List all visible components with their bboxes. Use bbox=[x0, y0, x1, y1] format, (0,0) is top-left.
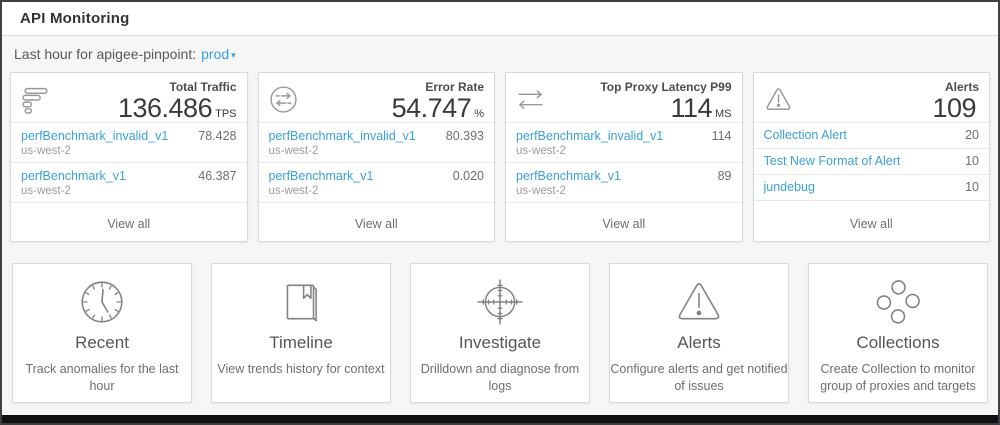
stat-title: Alerts bbox=[944, 80, 979, 94]
stat-value-line: 136.486 TPS bbox=[118, 95, 237, 122]
row-region: us-west-2 bbox=[516, 145, 566, 157]
stat-card-error-rate: Error Rate 54.747 % perfBenchmark_invali… bbox=[257, 72, 495, 242]
stat-rows: perfBenchmark_invalid_v1 78.428 us-west-… bbox=[11, 123, 247, 203]
stat-value-line: 114 MS bbox=[600, 95, 731, 122]
alert-link[interactable]: Collection Alert bbox=[763, 128, 847, 142]
stat-card-header: Alerts 109 bbox=[753, 73, 989, 123]
nav-card-title: Timeline bbox=[269, 333, 333, 352]
latency-arrows-icon bbox=[516, 85, 545, 114]
nav-card-title: Investigate bbox=[458, 333, 542, 352]
stat-row: perfBenchmark_v1 0.020 us-west-2 bbox=[258, 163, 494, 203]
nav-card-title: Alerts bbox=[677, 333, 721, 352]
stat-rows: perfBenchmark_invalid_v1 114 us-west-2 p… bbox=[506, 123, 742, 203]
stat-rows: Collection Alert 20 Test New Format of A… bbox=[753, 123, 989, 201]
book-icon bbox=[276, 277, 326, 327]
clock-icon bbox=[77, 277, 127, 327]
stat-title: Error Rate bbox=[425, 80, 484, 94]
stat-row: perfBenchmark_v1 89 us-west-2 bbox=[506, 163, 742, 203]
view-all-link[interactable]: View all bbox=[354, 217, 398, 231]
nav-card-title: Collections bbox=[856, 333, 940, 352]
proxy-link[interactable]: perfBenchmark_v1 bbox=[516, 169, 621, 183]
stats-row: Total Traffic 136.486 TPS perfBenchmark_… bbox=[2, 72, 998, 242]
proxy-link[interactable]: perfBenchmark_invalid_v1 bbox=[268, 129, 416, 143]
stat-row: perfBenchmark_invalid_v1 80.393 us-west-… bbox=[258, 123, 494, 163]
nav-card-description: Create Collection to monitor group of pr… bbox=[820, 362, 976, 393]
nav-card-description: View trends history for context bbox=[217, 362, 385, 376]
view-all-link[interactable]: View all bbox=[849, 217, 893, 231]
row-region: us-west-2 bbox=[21, 185, 71, 197]
stat-value-line: 109 bbox=[932, 95, 979, 122]
row-region: us-west-2 bbox=[516, 185, 566, 197]
stat-value-line: 54.747 % bbox=[392, 95, 484, 122]
view-all-link[interactable]: View all bbox=[107, 217, 151, 231]
view-all-link[interactable]: View all bbox=[602, 217, 646, 231]
scope-bar: Last hour for apigee-pinpoint: prod ▾ bbox=[2, 36, 998, 72]
stat-title: Top Proxy Latency P99 bbox=[600, 80, 732, 94]
nav-card-alerts[interactable]: Alerts Configure alerts and get notified… bbox=[609, 263, 789, 403]
nav-card-title: Recent bbox=[75, 333, 129, 352]
traffic-bars-icon bbox=[21, 85, 50, 114]
stat-card-alerts: Alerts 109 Collection Alert 20 Test New … bbox=[752, 72, 990, 242]
stat-card-header: Total Traffic 136.486 TPS bbox=[11, 73, 247, 123]
nav-card-collections[interactable]: Collections Create Collection to monitor… bbox=[808, 263, 988, 403]
bottom-taskbar bbox=[2, 415, 998, 423]
row-region: us-west-2 bbox=[268, 145, 319, 157]
crosshair-icon bbox=[475, 277, 525, 327]
stat-unit: MS bbox=[715, 108, 732, 121]
stat-row: perfBenchmark_v1 46.387 us-west-2 bbox=[11, 163, 247, 203]
nav-card-recent[interactable]: Recent Track anomalies for the last hour bbox=[12, 263, 192, 403]
warning-triangle-icon bbox=[674, 277, 724, 327]
stat-unit: TPS bbox=[215, 108, 237, 121]
nav-card-description: Track anomalies for the last hour bbox=[25, 362, 179, 393]
proxy-link[interactable]: perfBenchmark_invalid_v1 bbox=[21, 129, 169, 143]
stat-row: perfBenchmark_invalid_v1 78.428 us-west-… bbox=[11, 123, 247, 163]
stat-title: Total Traffic bbox=[169, 80, 237, 94]
nav-card-investigate[interactable]: Investigate Drilldown and diagnose from … bbox=[410, 263, 590, 403]
stat-card-header: Top Proxy Latency P99 114 MS bbox=[506, 73, 742, 123]
row-value: 0.020 bbox=[452, 169, 484, 183]
nav-card-timeline[interactable]: Timeline View trends history for context bbox=[211, 263, 391, 403]
collections-cluster-icon bbox=[873, 277, 923, 327]
stat-value: 54.747 bbox=[391, 93, 472, 124]
row-value: 80.393 bbox=[445, 129, 484, 143]
stat-unit: % bbox=[474, 108, 484, 121]
stat-row: jundebug 10 bbox=[753, 175, 989, 201]
nav-cards-row: Recent Track anomalies for the last hour… bbox=[2, 263, 998, 403]
scope-label: Last hour for apigee-pinpoint: bbox=[14, 46, 197, 62]
row-value: 46.387 bbox=[198, 169, 237, 183]
row-value: 10 bbox=[965, 180, 979, 194]
stat-value: 109 bbox=[932, 93, 976, 124]
nav-card-description: Configure alerts and get notified of iss… bbox=[610, 362, 788, 393]
row-value: 78.428 bbox=[198, 129, 237, 143]
page-header: API Monitoring bbox=[2, 2, 998, 36]
proxy-link[interactable]: perfBenchmark_v1 bbox=[268, 169, 374, 183]
error-exchange-icon bbox=[269, 85, 298, 114]
stat-card-header: Error Rate 54.747 % bbox=[258, 73, 494, 123]
alert-link[interactable]: jundebug bbox=[763, 180, 815, 194]
stat-row: Collection Alert 20 bbox=[753, 123, 989, 149]
row-region: us-west-2 bbox=[268, 185, 319, 197]
row-value: 114 bbox=[711, 129, 732, 143]
row-value: 20 bbox=[965, 128, 979, 142]
stat-rows: perfBenchmark_invalid_v1 80.393 us-west-… bbox=[258, 123, 494, 203]
environment-dropdown[interactable]: prod ▾ bbox=[201, 46, 236, 62]
page-title: API Monitoring bbox=[20, 10, 130, 27]
stat-card-total-traffic: Total Traffic 136.486 TPS perfBenchmark_… bbox=[10, 72, 248, 242]
chevron-down-icon: ▾ bbox=[231, 50, 236, 60]
warning-triangle-icon bbox=[764, 85, 793, 114]
stat-value: 114 bbox=[670, 93, 712, 124]
stat-row: Test New Format of Alert 10 bbox=[753, 149, 989, 175]
row-value: 89 bbox=[717, 169, 732, 183]
row-region: us-west-2 bbox=[21, 145, 71, 157]
row-value: 10 bbox=[965, 154, 979, 168]
environment-value: prod bbox=[201, 46, 230, 62]
proxy-link[interactable]: perfBenchmark_v1 bbox=[21, 169, 126, 183]
proxy-link[interactable]: perfBenchmark_invalid_v1 bbox=[516, 129, 664, 143]
stat-row: perfBenchmark_invalid_v1 114 us-west-2 bbox=[506, 123, 742, 163]
stat-value: 136.486 bbox=[117, 93, 213, 124]
stat-card-top-proxy-latency-p99: Top Proxy Latency P99 114 MS perfBenchma… bbox=[505, 72, 743, 242]
nav-card-description: Drilldown and diagnose from logs bbox=[420, 362, 580, 393]
alert-link[interactable]: Test New Format of Alert bbox=[763, 154, 901, 168]
